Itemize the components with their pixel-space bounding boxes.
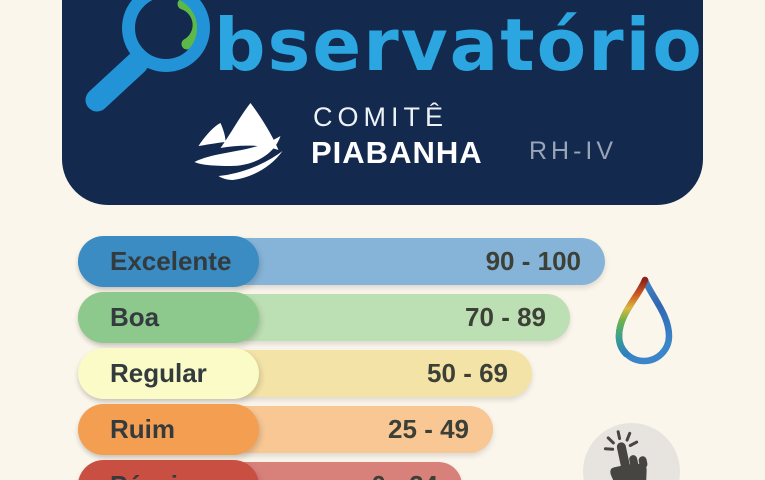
quality-label: Regular: [110, 358, 207, 388]
label-pill: Excelente: [78, 236, 259, 287]
label-pill: Regular: [78, 348, 259, 399]
org-name-bottom: PIABANHA: [311, 135, 483, 170]
tap-button[interactable]: [583, 423, 680, 480]
label-pill: Péssima: [78, 460, 259, 480]
range-value: 70 - 89: [465, 302, 546, 332]
range-value: 50 - 69: [427, 358, 508, 388]
quality-label: Ruim: [110, 414, 175, 444]
label-pill: Ruim: [78, 404, 259, 455]
brand-title: bservatório: [214, 3, 704, 87]
quality-label: Excelente: [110, 246, 232, 276]
range-value: 25 - 49: [388, 414, 469, 444]
range-value: 90 - 100: [485, 246, 581, 276]
label-pill: Boa: [78, 292, 259, 343]
org-name-top: COMITÊ: [313, 102, 448, 132]
header-card: [62, 0, 703, 205]
tap-hand-icon: [603, 430, 648, 480]
region-code: RH-IV: [529, 137, 618, 165]
rainbow-water-drop-icon: [615, 276, 673, 365]
quality-label: Péssima: [110, 470, 216, 480]
mountain-wave-logo-icon: [194, 103, 283, 180]
range-value: 0 - 24: [372, 470, 439, 480]
magnifying-glass-icon: [85, 0, 210, 112]
quality-label: Boa: [110, 302, 160, 332]
